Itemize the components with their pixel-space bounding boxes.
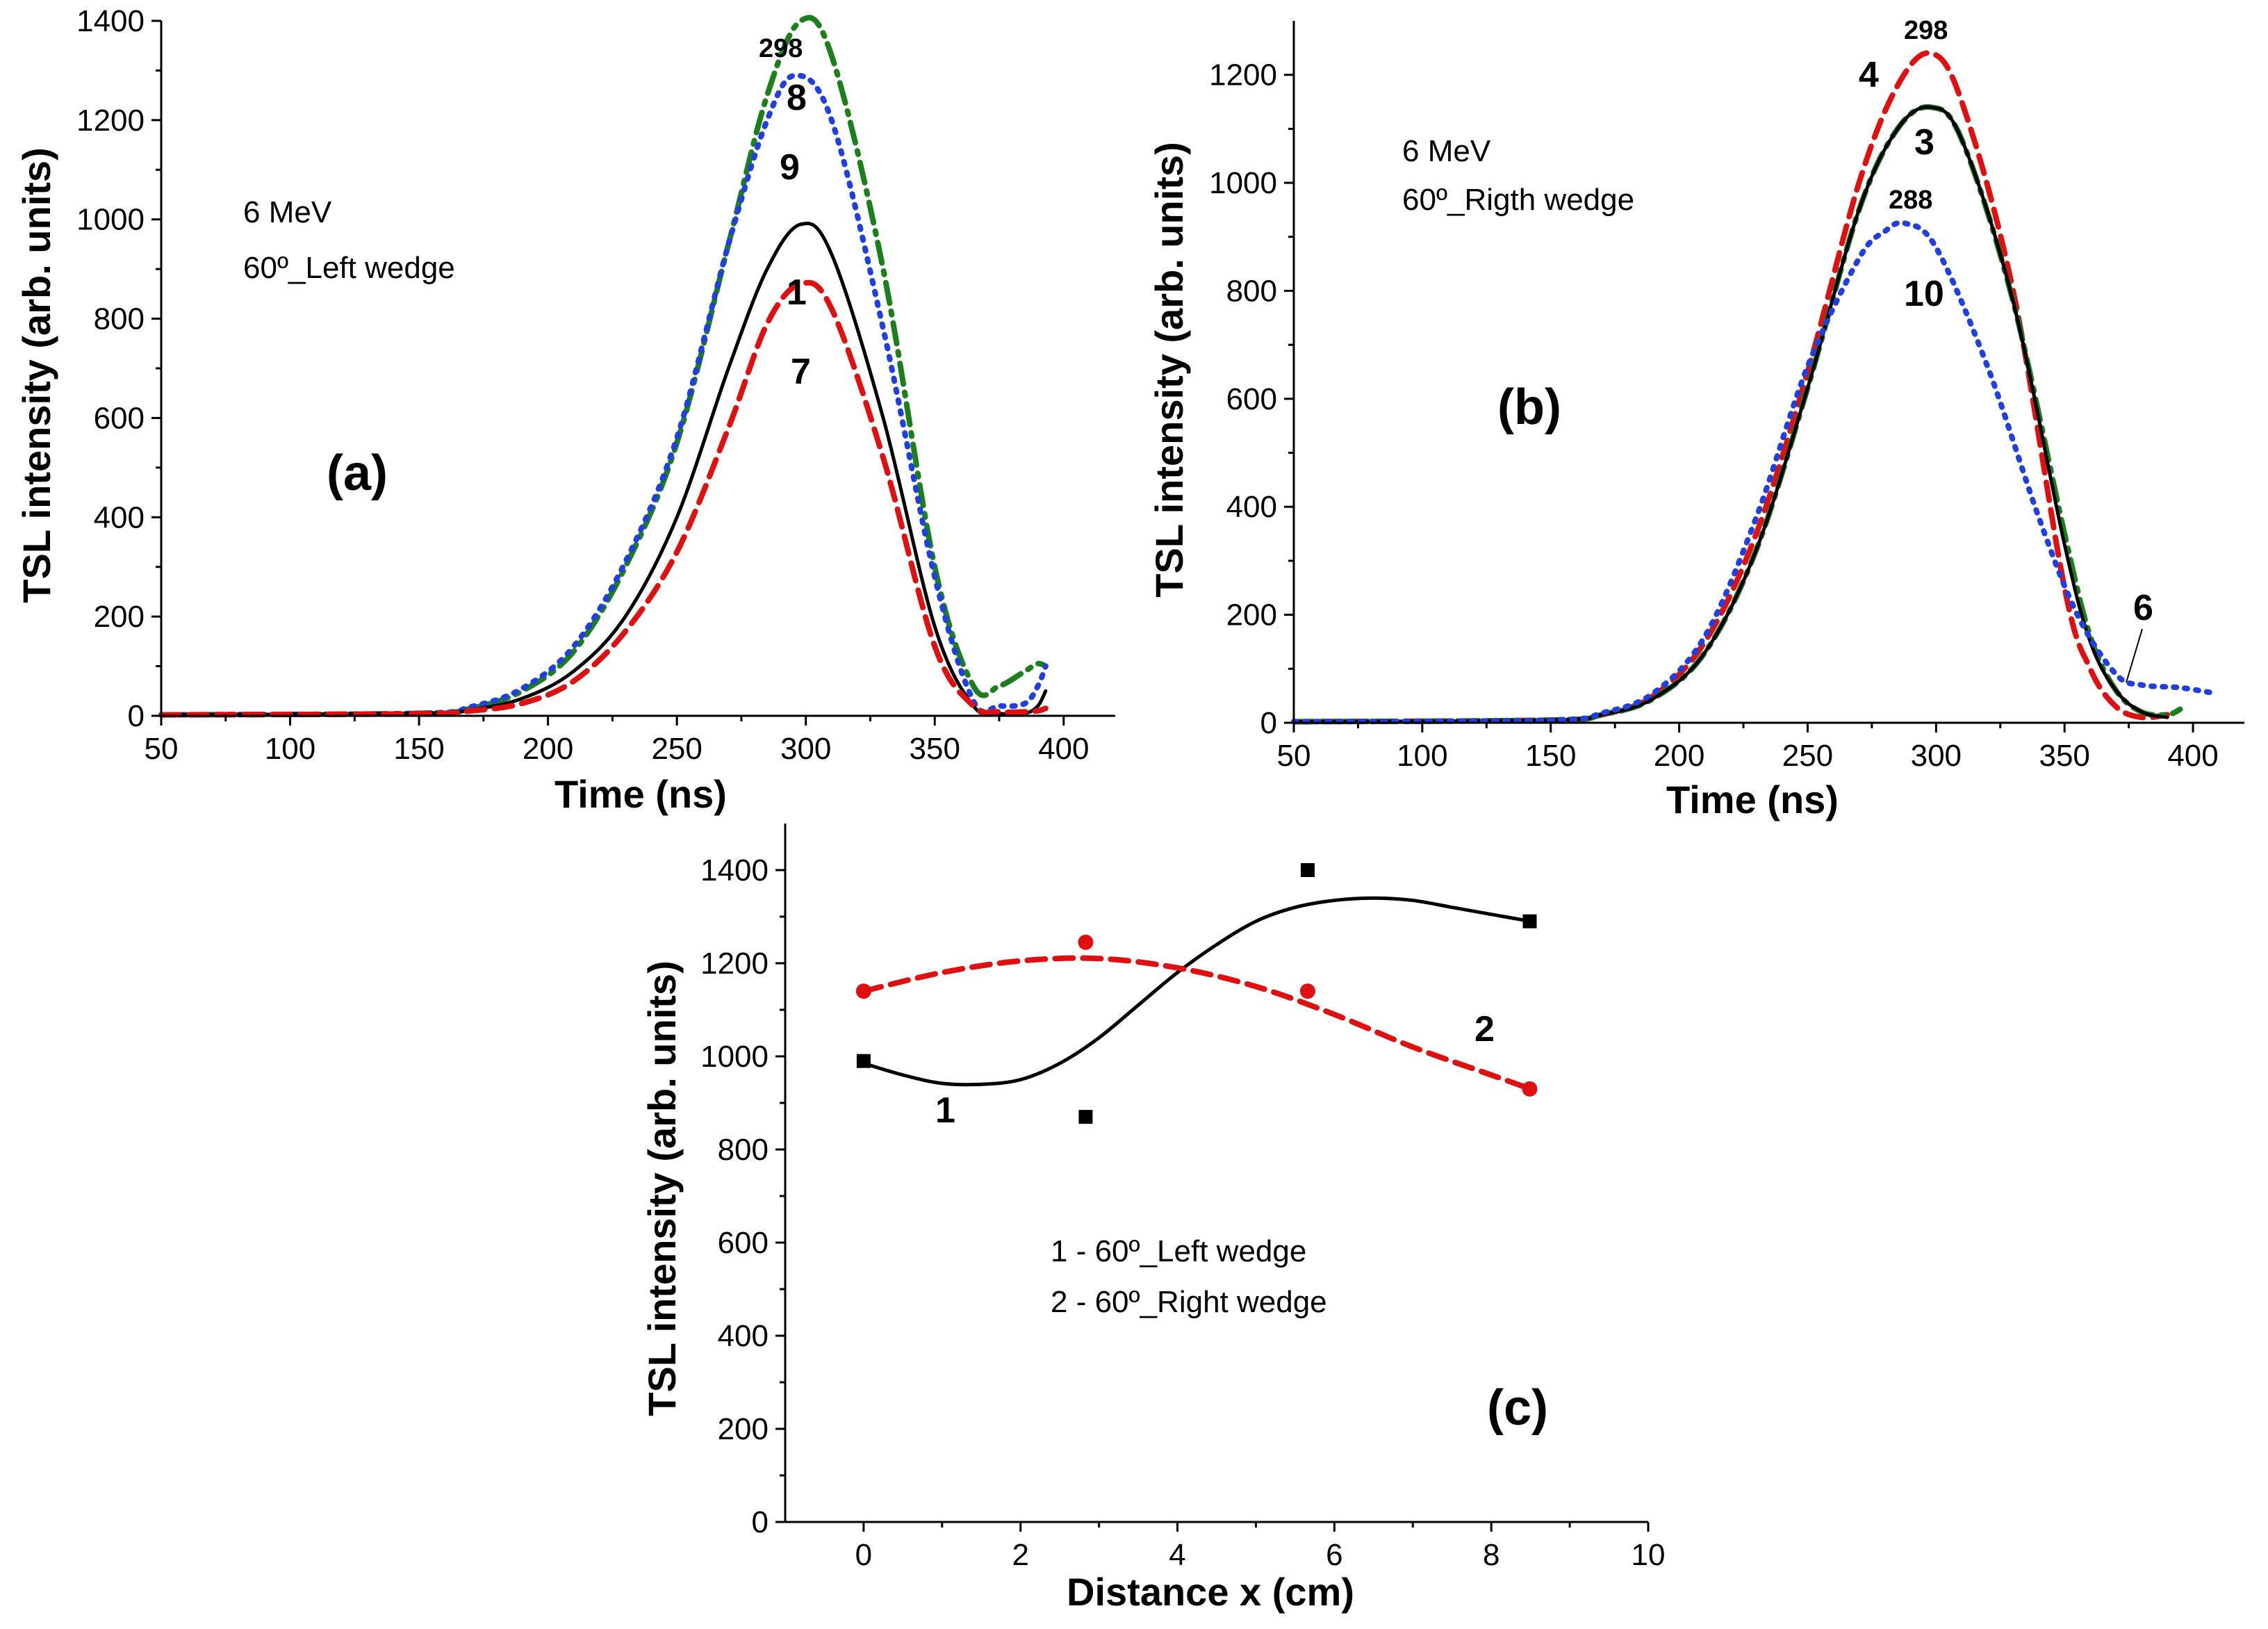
panel-c: 0 2 4 6 8 10 0 200 400 600 800 1000 1200 1400 (c) 1 -… (640, 824, 1665, 1614)
annotation-energy-a: 6 MeV (243, 195, 332, 229)
y-tick-label-a: 400 (94, 500, 145, 534)
panel-a: 50 100 150 200 250 300 350 400 0 200 400 600 800 1000… (15, 4, 1115, 816)
panel-label-b: (b) (1497, 379, 1561, 435)
series-group-a (158, 15, 1049, 718)
data-point-c-2 (1078, 934, 1094, 950)
curve-label-10: 10 (1904, 274, 1944, 314)
curve-label-3: 3 (1914, 122, 1934, 163)
curve-label-6: 6 (2133, 588, 2153, 628)
peak-label-b-288: 288 (1889, 186, 1932, 215)
axes-a: 50 100 150 200 250 300 350 400 0 200 400 600 800 1000… (76, 4, 1115, 766)
y-tick-label-c: 1000 (700, 1040, 769, 1074)
y-tick-label-a: 0 (128, 699, 145, 733)
y-tick-label-a: 1400 (76, 4, 145, 38)
series-line-b-6 (1292, 105, 2169, 723)
annotation-wedge-a: 60º_Left wedge (243, 251, 455, 285)
ylabel-b: TSL intensity (arb. units) (1147, 142, 1191, 597)
peak-label-b-298: 298 (1904, 16, 1948, 45)
y-tick-label-a: 1000 (76, 203, 145, 237)
y-tick-label-a: 1200 (76, 104, 145, 138)
curve-label-7: 7 (791, 352, 811, 392)
y-tick-label-c: 200 (718, 1412, 769, 1446)
x-tick-label-c: 8 (1483, 1538, 1499, 1572)
xlabel-a: Time (ns) (554, 772, 727, 816)
x-tick-label-b: 300 (1911, 739, 1962, 773)
data-point-c-2 (1299, 983, 1315, 999)
series-line-a-8 (158, 15, 1049, 718)
xlabel-c: Distance x (cm) (1067, 1570, 1354, 1614)
x-tick-label-b: 350 (2039, 739, 2089, 773)
curve-label-1: 1 (787, 272, 807, 313)
y-tick-label-c: 0 (752, 1505, 769, 1539)
x-tick-label-c: 0 (855, 1538, 872, 1572)
series-line-c-2 (860, 955, 1534, 1092)
y-tick-label-b: 600 (1226, 382, 1277, 416)
y-tick-label-c: 600 (718, 1226, 769, 1260)
x-tick-label-b: 150 (1525, 739, 1576, 773)
panel-label-c: (c) (1487, 1380, 1548, 1436)
legend-entry-1: 1 - 60º_Left wedge (1051, 1234, 1306, 1268)
y-tick-label-b: 400 (1226, 490, 1277, 524)
ylabel-c: TSL intensity (arb. units) (640, 960, 684, 1416)
x-tick-label-a: 100 (265, 732, 315, 766)
x-tick-label-b: 50 (1277, 739, 1311, 773)
x-tick-label-a: 50 (145, 732, 179, 766)
xlabel-b: Time (ns) (1666, 778, 1839, 821)
x-tick-label-a: 150 (393, 732, 444, 766)
y-tick-label-b: 200 (1226, 598, 1277, 632)
panel-b: 50 100 150 200 250 300 350 400 0 200 400 600 800 1000… (1147, 16, 2244, 821)
annotation-energy-b: 6 MeV (1402, 134, 1491, 168)
data-point-c-1 (1522, 914, 1537, 928)
x-tick-label-c: 4 (1169, 1538, 1185, 1572)
y-tick-label-c: 1400 (700, 853, 769, 887)
y-tick-label-a: 800 (94, 302, 145, 336)
y-tick-label-b: 800 (1226, 274, 1277, 308)
panel-label-a: (a) (327, 445, 388, 501)
y-tick-label-c: 400 (718, 1319, 769, 1353)
y-tick-label-a: 200 (94, 600, 145, 634)
data-point-c-2 (1522, 1081, 1538, 1097)
annotation-wedge-b: 60º_Rigth wedge (1402, 183, 1634, 217)
y-tick-label-b: 1000 (1209, 166, 1277, 200)
axes-b: 50 100 150 200 250 300 350 400 0 200 400 600 800 1000… (1209, 21, 2244, 773)
y-tick-label-a: 600 (94, 401, 145, 435)
series-line-a-9 (158, 72, 1049, 718)
series-group-b (1291, 50, 2217, 725)
x-tick-label-a: 350 (910, 732, 960, 766)
x-tick-label-b: 200 (1654, 739, 1704, 773)
series-line-a-7 (158, 279, 1049, 718)
curve-6-leader-line (2126, 628, 2143, 683)
x-tick-label-c: 10 (1632, 1538, 1666, 1572)
y-tick-label-b: 0 (1260, 706, 1277, 740)
y-tick-label-c: 800 (718, 1133, 769, 1167)
series-line-b-10 (1291, 220, 2217, 725)
curve-label-c-1: 1 (935, 1090, 955, 1131)
curve-label-9: 9 (780, 147, 800, 188)
data-point-c-1 (1078, 1110, 1093, 1124)
x-tick-label-b: 400 (2167, 739, 2218, 773)
series-group-c (855, 863, 1538, 1124)
x-tick-label-a: 300 (780, 732, 831, 766)
peak-label-a: 298 (759, 34, 803, 63)
curve-label-4: 4 (1859, 55, 1879, 95)
data-point-c-1 (1300, 863, 1315, 877)
series-line-c-1 (862, 896, 1533, 1087)
y-tick-label-b: 1200 (1209, 58, 1277, 92)
x-tick-label-c: 2 (1012, 1538, 1028, 1572)
legend-entry-2: 2 - 60º_Right wedge (1051, 1285, 1327, 1319)
x-tick-label-b: 250 (1782, 739, 1833, 773)
ylabel-a: TSL intensity (arb. units) (15, 147, 58, 603)
x-tick-label-a: 250 (651, 732, 702, 766)
y-tick-label-c: 1200 (700, 947, 769, 981)
x-tick-label-c: 6 (1326, 1538, 1342, 1572)
curve-label-c-2: 2 (1474, 1009, 1495, 1049)
axes-c: 0 2 4 6 8 10 0 200 400 600 800 1000 1200 1400 (700, 824, 1665, 1572)
x-tick-label-b: 100 (1397, 739, 1447, 773)
data-point-c-1 (856, 1054, 871, 1068)
curve-label-8: 8 (787, 78, 807, 118)
x-tick-label-a: 400 (1038, 732, 1089, 766)
x-tick-label-a: 200 (523, 732, 573, 766)
data-point-c-2 (855, 983, 871, 999)
